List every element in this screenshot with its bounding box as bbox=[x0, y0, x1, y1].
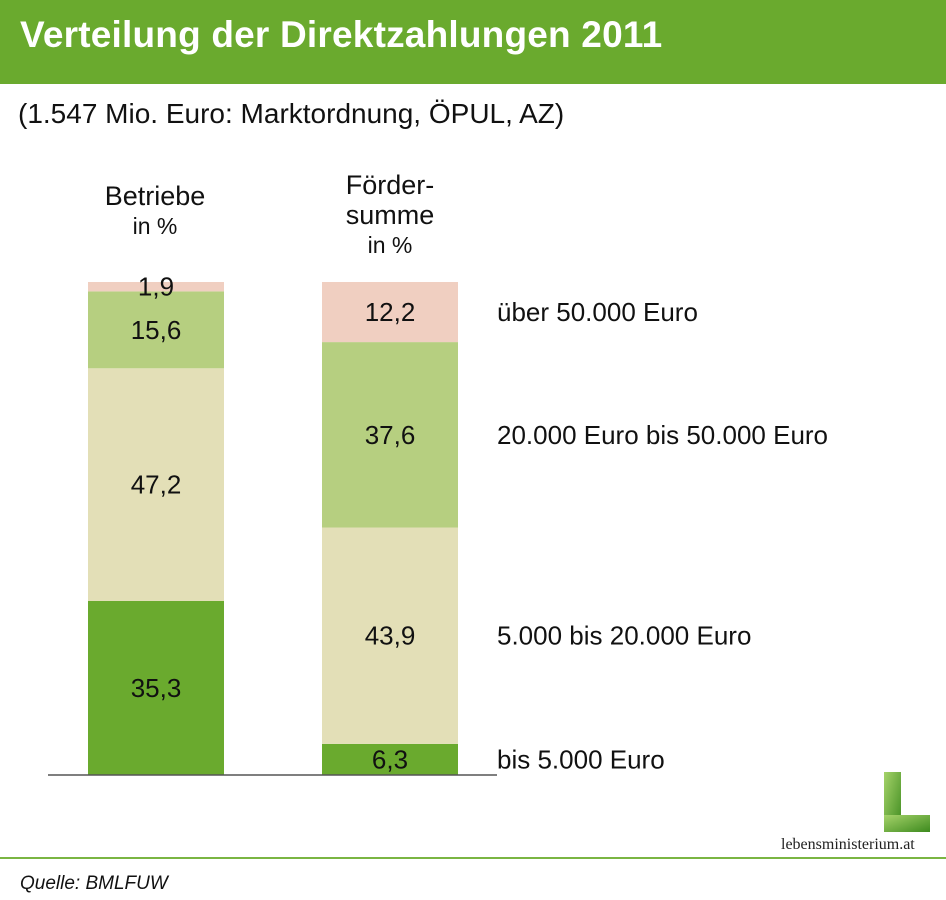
column-header-label-2: summe bbox=[345, 200, 435, 230]
logo-text: lebensministerium.at bbox=[781, 836, 915, 853]
column-header-label-1: Förder- bbox=[345, 170, 435, 200]
column-header-unit: in % bbox=[367, 232, 413, 258]
legend-label: über 50.000 Euro bbox=[497, 297, 698, 327]
subtitle: (1.547 Mio. Euro: Marktordnung, ÖPUL, AZ… bbox=[18, 98, 565, 129]
source-note: Quelle: BMLFUW bbox=[20, 873, 168, 894]
bar-segment bbox=[88, 368, 224, 601]
bar-value-label: 47,2 bbox=[131, 470, 182, 500]
bar-value-label: 12,2 bbox=[365, 297, 416, 327]
bar-segment bbox=[88, 291, 224, 369]
column-header-betriebe: Betriebe in % bbox=[80, 181, 230, 241]
bar-segment bbox=[322, 527, 458, 744]
bar-value-label: 1,9 bbox=[138, 272, 174, 302]
logo-leaf-icon bbox=[880, 770, 932, 841]
bar-value-label: 15,6 bbox=[131, 315, 182, 345]
column-header-foerdersumme: Förder- summe in % bbox=[315, 170, 465, 260]
bar-segment bbox=[88, 282, 224, 292]
bar-value-label: 35,3 bbox=[131, 673, 182, 703]
column-header-unit: in % bbox=[132, 213, 178, 239]
column-header-label: Betriebe bbox=[104, 181, 206, 211]
header-bar bbox=[0, 0, 946, 84]
bars-group bbox=[88, 282, 458, 775]
bar-value-label: 43,9 bbox=[365, 621, 416, 651]
footer-divider bbox=[0, 857, 946, 859]
bar-segment bbox=[322, 342, 458, 528]
bar-value-label: 6,3 bbox=[372, 745, 408, 775]
bar-segment bbox=[88, 601, 224, 775]
legend-label: 20.000 Euro bis 50.000 Euro bbox=[497, 420, 828, 450]
legend-labels-group: bis 5.000 Euro 5.000 bis 20.000 Euro 20.00… bbox=[497, 297, 828, 774]
page-title: Verteilung der Direktzahlungen 2011 bbox=[20, 14, 663, 55]
segment-labels-group: 35,3 47,2 15,6 1,9 6,3 43,9 37,6 12,2 bbox=[131, 272, 416, 775]
legend-label: bis 5.000 Euro bbox=[497, 745, 665, 775]
legend-label: 5.000 bis 20.000 Euro bbox=[497, 621, 751, 651]
bar-segment bbox=[322, 282, 458, 343]
bar-value-label: 37,6 bbox=[365, 420, 416, 450]
bar-segment bbox=[322, 743, 458, 775]
